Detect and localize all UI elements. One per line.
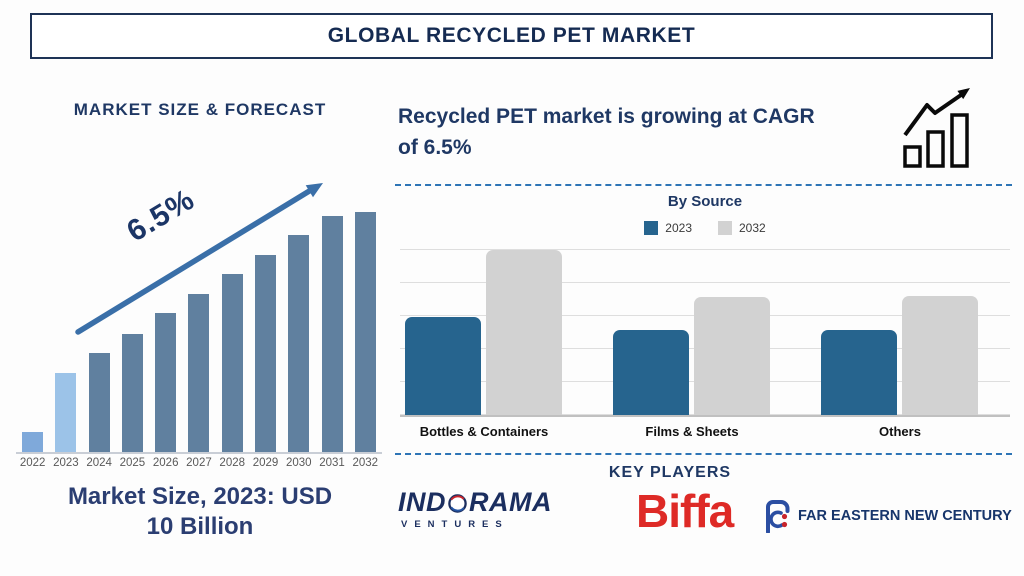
x-tick-label-2028: 2028: [219, 457, 246, 469]
forecast-bar-2031: [321, 216, 343, 452]
by-source-bar-2032: [694, 297, 770, 415]
legend-label-2023: 2023: [665, 221, 692, 235]
cagr-headline-line2: of 6.5%: [398, 136, 472, 159]
by-source-bar-2032: [902, 296, 978, 415]
forecast-bar-column-2024: [83, 195, 116, 452]
legend-item-2032: 2032: [718, 221, 766, 235]
forecast-bar-2025: [121, 334, 143, 452]
key-players-title: KEY PLAYERS: [608, 464, 732, 481]
category-label: Bottles & Containers: [419, 424, 549, 439]
forecast-year-axis: 2022 2023 2024 2025 2026 2027 2028 2029 2030 2031…: [16, 457, 382, 469]
by-source-bar-groups: [405, 249, 979, 415]
page-title: GLOBAL RECYCLED PET MARKET: [327, 24, 696, 47]
market-size-heading: MARKET SIZE & FORECAST: [73, 100, 327, 119]
by-source-group-3: [821, 296, 979, 415]
x-tick-label-2027: 2027: [186, 457, 212, 469]
by-source-legend: 2023 2032: [400, 221, 1010, 235]
market-size-note-line1: Market Size, 2023: USD: [67, 483, 333, 510]
category-label: Others: [879, 424, 921, 439]
x-tick-label-2032: 2032: [352, 457, 379, 469]
by-source-group-2: [613, 297, 771, 415]
forecast-bar-2023: [55, 373, 77, 452]
forecast-bar-column-2022: [16, 195, 49, 452]
far-eastern-new-century-logo: FAR EASTERN NEW CENTURY: [764, 499, 1012, 533]
forecast-bar-2024: [88, 353, 110, 452]
forecast-bar-column-2032: [349, 195, 382, 452]
by-source-chart: [400, 249, 1010, 417]
growth-chart-icon: [903, 88, 970, 168]
x-tick-label-2022: 2022: [19, 457, 46, 469]
forecast-bar-column-2030: [282, 195, 315, 452]
dashed-divider-bottom: [395, 453, 1012, 455]
forecast-bar-column-2023: [49, 195, 82, 452]
by-source-bar-2023: [613, 330, 689, 415]
forecast-bar-2029: [254, 255, 276, 452]
by-source-bar-2023: [821, 330, 897, 415]
forecast-bar-column-2025: [116, 195, 149, 452]
forecast-bar-2027: [188, 294, 210, 452]
legend-swatch-2023: [644, 221, 659, 235]
x-tick-label-2026: 2026: [152, 457, 179, 469]
indorama-globe-icon: [448, 494, 467, 513]
fenc-wordmark: FAR EASTERN NEW CENTURY: [798, 508, 1012, 524]
forecast-bar-column-2026: [149, 195, 182, 452]
category-label: Films & Sheets: [645, 424, 739, 439]
x-tick-label-2023: 2023: [53, 457, 79, 469]
forecast-bar-column-2031: [315, 195, 348, 452]
indorama-text-right: RAMA: [469, 487, 552, 517]
forecast-bar-2030: [288, 235, 310, 452]
forecast-bar-2028: [221, 274, 243, 452]
indorama-ventures-logo: IND RAMA VENTURES: [398, 487, 568, 530]
forecast-bar-column-2028: [216, 195, 249, 452]
dashed-divider-top: [395, 184, 1012, 186]
by-source-category-labels: Bottles & Containers Films & Sheets Others: [405, 424, 979, 439]
market-size-note-line2: 10 Billion: [146, 513, 254, 540]
by-source-bar-2023: [405, 317, 481, 415]
indorama-text-left: IND: [398, 487, 446, 517]
x-tick-label-2024: 2024: [86, 457, 112, 469]
market-size-forecast-chart: [16, 195, 382, 454]
fenc-emblem-icon: [766, 500, 790, 533]
by-source-title: By Source: [667, 193, 743, 210]
forecast-bar-column-2029: [249, 195, 282, 452]
by-source-bar-2032: [486, 250, 562, 415]
cagr-headline: Recycled PET market is growing at CAGR o…: [398, 101, 903, 163]
forecast-bar-2022: [22, 432, 44, 452]
market-size-note: Market Size, 2023: USD 10 Billion: [10, 482, 390, 542]
biffa-logo: Biffa: [636, 485, 734, 537]
forecast-bar-2032: [354, 212, 376, 452]
x-tick-label-2029: 2029: [252, 457, 279, 469]
forecast-bar-2026: [155, 313, 177, 452]
x-tick-label-2025: 2025: [119, 457, 146, 469]
indorama-subtitle: VENTURES: [401, 519, 509, 530]
x-tick-label-2031: 2031: [319, 457, 345, 469]
legend-swatch-2032: [718, 221, 732, 235]
legend-label-2032: 2032: [739, 221, 766, 235]
cagr-headline-line1: Recycled PET market is growing at CAGR: [398, 105, 815, 128]
legend-item-2023: 2023: [644, 221, 692, 235]
title-banner: GLOBAL RECYCLED PET MARKET: [30, 13, 993, 59]
forecast-bar-column-2027: [182, 195, 215, 452]
x-tick-label-2030: 2030: [285, 457, 312, 469]
indorama-wordmark: IND RAMA: [398, 487, 568, 518]
by-source-group-1: [405, 250, 563, 415]
